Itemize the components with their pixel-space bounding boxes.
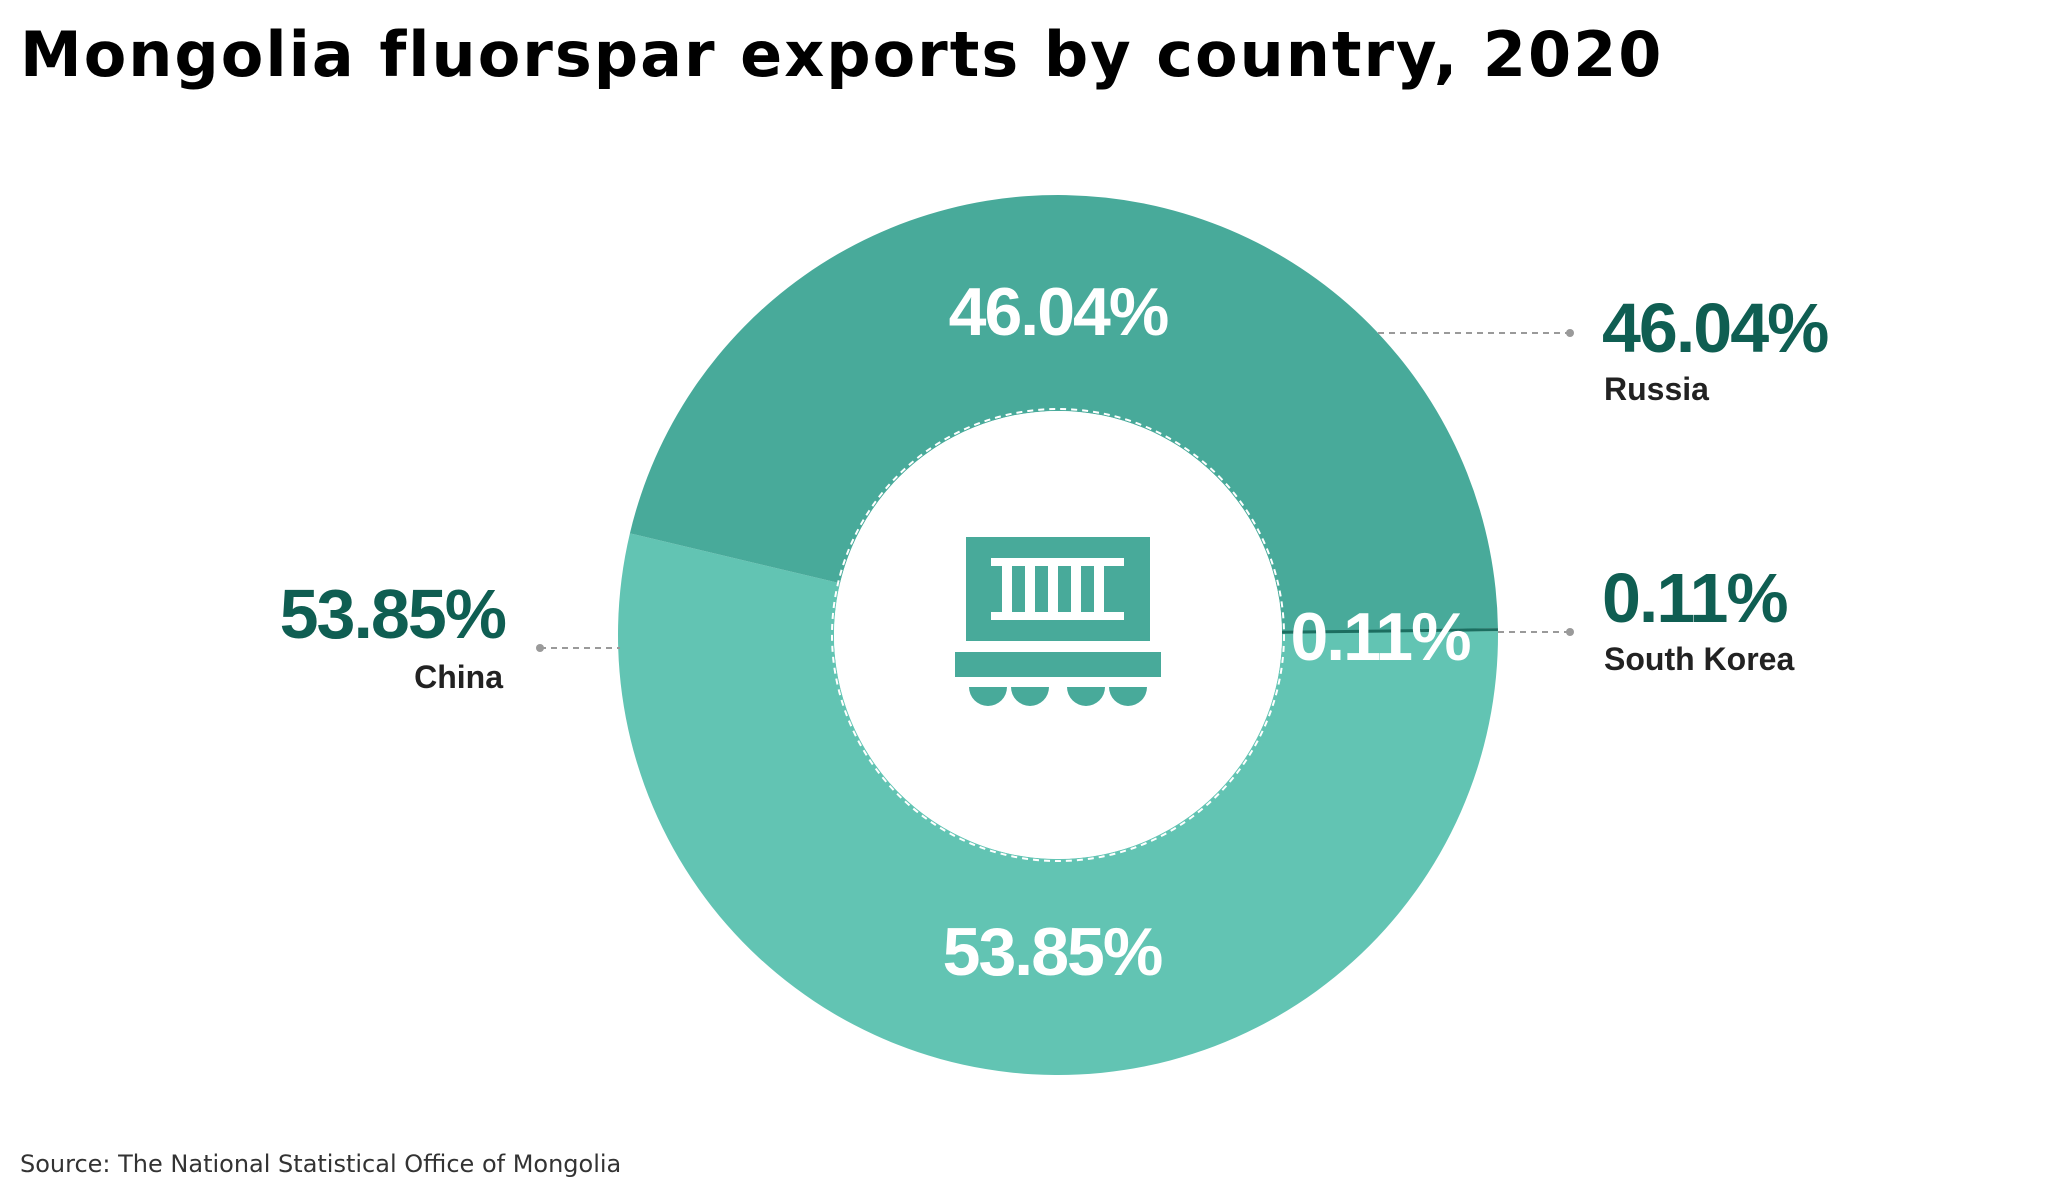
- slice-russia: [629, 195, 1498, 632]
- leader-dot-south-korea: [1566, 628, 1574, 636]
- inner-labels: 46.04% 0.11% 53.85%: [943, 274, 1472, 990]
- callout-value-china: 53.85%: [280, 575, 506, 653]
- inner-label-russia: 46.04%: [949, 274, 1168, 350]
- slice-south-korea: [1281, 628, 1498, 634]
- callout-value-russia: 46.04%: [1602, 289, 1828, 367]
- callouts: 46.04% Russia 0.11% South Korea 53.85% China: [280, 289, 1831, 695]
- source-note: Source: The National Statistical Office …: [20, 1150, 622, 1178]
- callout-label-south-korea: South Korea: [1604, 641, 1794, 677]
- callout-label-china: China: [414, 659, 503, 695]
- callout-label-russia: Russia: [1604, 371, 1709, 407]
- slice-china: [618, 533, 1498, 1075]
- inner-label-south-korea: 0.11%: [1290, 599, 1470, 675]
- inner-label-china: 53.85%: [943, 914, 1162, 990]
- donut-slices: [618, 195, 1498, 1075]
- donut-hole-dashed-ring: [831, 408, 1285, 862]
- callout-value-south-korea: 0.11%: [1602, 559, 1787, 637]
- chart-title: Mongolia fluorspar exports by country, 2…: [20, 18, 1664, 91]
- leader-dot-russia: [1566, 329, 1574, 337]
- freight-train-icon: [955, 537, 1161, 706]
- leader-dot-china: [536, 644, 544, 652]
